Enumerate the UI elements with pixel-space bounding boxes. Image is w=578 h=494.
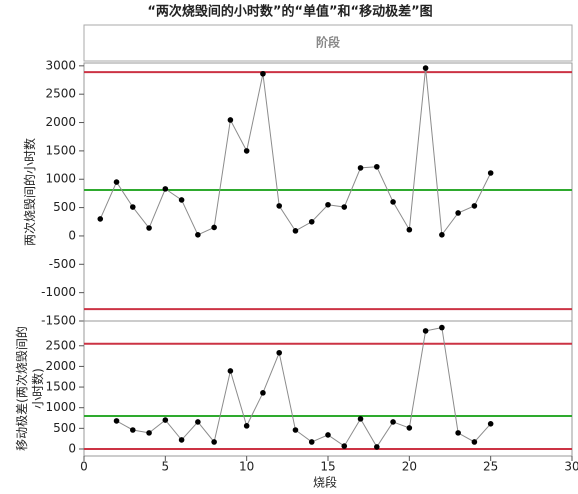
- y-tick-label: 500: [53, 200, 76, 214]
- x-tick-label: 20: [402, 460, 417, 474]
- data-point: [162, 186, 169, 192]
- y-tick-label: 1000: [45, 172, 76, 186]
- x-tick-label: 10: [239, 460, 254, 474]
- x-tick-label: 5: [162, 460, 170, 474]
- series-line: [116, 327, 492, 448]
- data-point: [130, 427, 136, 433]
- x-axis-label: 烧段: [313, 475, 337, 490]
- data-point: [211, 439, 217, 445]
- data-point: [146, 225, 152, 231]
- y-axis-label: 两次烧毁间的小时数: [22, 138, 37, 246]
- data-point: [276, 203, 283, 209]
- data-point: [97, 216, 104, 222]
- y-tick-label: 0: [68, 441, 76, 455]
- y-axis-label: 移动极差(两次烧毁间的 小时数): [14, 326, 45, 451]
- y-tick-label: 1500: [45, 143, 76, 157]
- y-axis-label-line: 两次烧毁间的小时数: [22, 138, 37, 246]
- data-point: [406, 425, 413, 431]
- data-point: [113, 179, 120, 185]
- y-axis-label-line: 移动极差(两次烧毁间的: [14, 326, 29, 451]
- y-tick-label: -500: [49, 257, 76, 271]
- data-point: [390, 419, 396, 425]
- data-point: [243, 148, 250, 154]
- series-line: [99, 68, 492, 237]
- y-tick-label: 0: [68, 228, 76, 242]
- y-tick-label: -1500: [41, 314, 76, 328]
- y-tick-label: 2500: [45, 87, 76, 101]
- data-point: [471, 439, 478, 445]
- x-tick-label: 25: [483, 460, 498, 474]
- data-point: [178, 437, 185, 443]
- data-point: [292, 228, 299, 234]
- data-point: [227, 368, 234, 374]
- x-tick-label: 30: [564, 460, 578, 474]
- data-point: [455, 430, 461, 436]
- chart-title: “两次烧毁间的小时数”的“单值”和“移动极差”图: [147, 4, 432, 20]
- data-point: [308, 439, 315, 445]
- x-tick-label: 0: [80, 460, 88, 474]
- data-point: [113, 418, 120, 424]
- data-point: [341, 204, 348, 210]
- data-point: [292, 427, 299, 433]
- data-point: [260, 390, 266, 396]
- y-tick-label: 2000: [45, 359, 76, 373]
- y-tick-label: 2000: [45, 115, 76, 129]
- data-point: [162, 417, 169, 423]
- y-tick-label: -1000: [41, 285, 76, 299]
- data-point: [195, 232, 201, 238]
- data-point: [455, 210, 461, 216]
- y-tick-label: 1000: [45, 400, 76, 414]
- data-point: [357, 165, 364, 171]
- y-tick-label: 500: [53, 421, 76, 435]
- plot-frame: [83, 62, 573, 322]
- data-point: [260, 70, 266, 77]
- y-tick-label: 2500: [45, 338, 76, 352]
- data-point: [243, 423, 250, 429]
- data-point: [439, 232, 445, 238]
- data-point: [227, 117, 234, 123]
- data-point: [439, 324, 445, 331]
- data-point: [146, 430, 152, 436]
- y-tick-label: 1500: [45, 380, 76, 394]
- data-point: [422, 65, 429, 71]
- data-point: [390, 199, 396, 205]
- data-point: [487, 420, 494, 427]
- data-point: [130, 204, 136, 210]
- x-tick-label: 15: [320, 460, 335, 474]
- data-point: [374, 163, 380, 170]
- data-point: [422, 328, 429, 334]
- data-point: [374, 444, 380, 450]
- y-tick-label: 3000: [45, 58, 76, 72]
- data-point: [276, 349, 283, 356]
- data-point: [471, 203, 478, 209]
- data-point: [325, 201, 331, 208]
- data-point: [341, 443, 348, 449]
- data-point: [325, 432, 331, 438]
- data-point: [357, 416, 364, 422]
- data-point: [195, 419, 201, 425]
- data-point: [211, 224, 217, 231]
- phase-label: 阶段: [316, 35, 341, 50]
- data-point: [487, 170, 494, 176]
- data-point: [308, 218, 315, 225]
- phase-box: [83, 24, 573, 62]
- data-point: [178, 197, 185, 203]
- data-point: [406, 226, 413, 233]
- y-axis-label-line: 小时数): [30, 368, 45, 409]
